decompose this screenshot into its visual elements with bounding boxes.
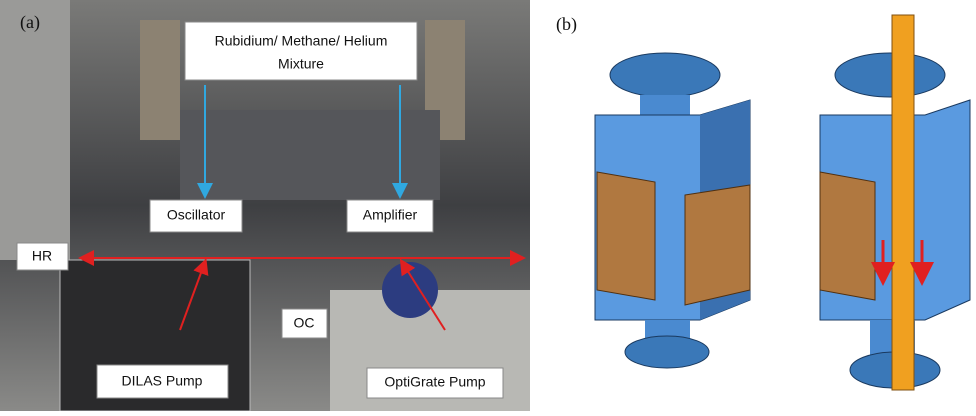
panel-label: (b) <box>556 14 577 35</box>
page: (a) Rubidium/ Methane/ Helium Mixture Os… <box>0 0 976 411</box>
figure: (a) Rubidium/ Methane/ Helium Mixture Os… <box>0 0 976 411</box>
cell-section-render <box>820 15 970 390</box>
photo-cylinder <box>140 20 180 140</box>
photo-panel: (a) Rubidium/ Methane/ Helium Mixture Os… <box>0 0 530 411</box>
annotation: Amplifier <box>363 207 418 223</box>
photo-lens <box>382 262 438 318</box>
annotation: Rubidium/ Methane/ Helium <box>215 33 388 49</box>
panel-label: (a) <box>20 12 40 33</box>
annotation: DILAS Pump <box>122 373 203 389</box>
cell-render <box>595 53 750 368</box>
annotation: HR <box>32 248 52 264</box>
photo-wall <box>0 0 70 260</box>
annotation: Oscillator <box>167 207 226 223</box>
annotation: OC <box>294 315 315 331</box>
annotation: OptiGrate Pump <box>384 374 485 390</box>
annotation: Mixture <box>278 56 324 72</box>
cad-panel: (b) <box>556 14 970 390</box>
